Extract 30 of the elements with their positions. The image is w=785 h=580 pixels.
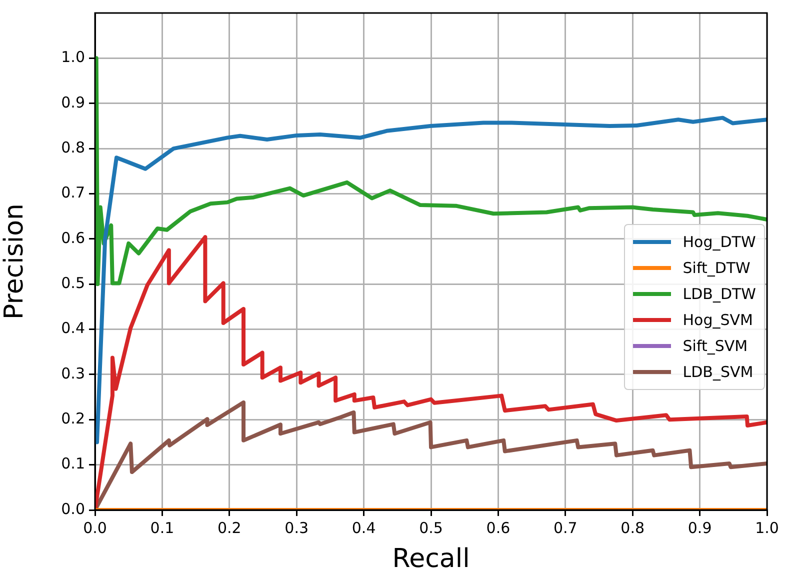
y-tick-label: 0.4 — [61, 319, 85, 338]
x-tick-label: 0.3 — [284, 518, 309, 537]
legend-label: Sift_DTW — [682, 259, 750, 277]
x-tick-label: 0.1 — [150, 518, 174, 537]
legend-label: Hog_SVM — [682, 311, 753, 329]
x-tick-label: 0.2 — [217, 518, 242, 537]
y-tick-label: 0.6 — [61, 228, 85, 247]
y-tick-label: 0.9 — [61, 93, 85, 112]
x-tick-label: 0.9 — [688, 518, 712, 537]
x-tick-label: 1.0 — [755, 518, 779, 537]
x-tick-label: 0.4 — [352, 518, 376, 537]
y-tick-label: 0.5 — [61, 274, 85, 292]
legend-label: LDB_DTW — [682, 285, 756, 303]
y-tick-label: 0.8 — [61, 138, 85, 156]
x-tick-label: 0.7 — [553, 518, 578, 537]
legend-label: Hog_DTW — [682, 233, 756, 251]
legend-label: LDB_SVM — [682, 363, 754, 381]
x-tick-label: 0.8 — [620, 518, 645, 537]
y-tick-label: 0.0 — [61, 500, 85, 518]
x-tick-label: 0.5 — [419, 518, 443, 537]
y-axis-title: Precision — [0, 203, 30, 320]
x-tick-label: 0.6 — [486, 518, 510, 537]
x-axis-title: Recall — [392, 544, 470, 574]
y-tick-label: 1.0 — [61, 48, 85, 66]
y-tick-label: 0.7 — [61, 184, 85, 202]
y-tick-label: 0.1 — [61, 454, 85, 473]
y-tick-label: 0.2 — [61, 410, 85, 428]
y-tick-label: 0.3 — [61, 364, 85, 382]
x-tick-label: 0.0 — [83, 518, 107, 537]
legend-label: Sift_SVM — [682, 337, 748, 355]
